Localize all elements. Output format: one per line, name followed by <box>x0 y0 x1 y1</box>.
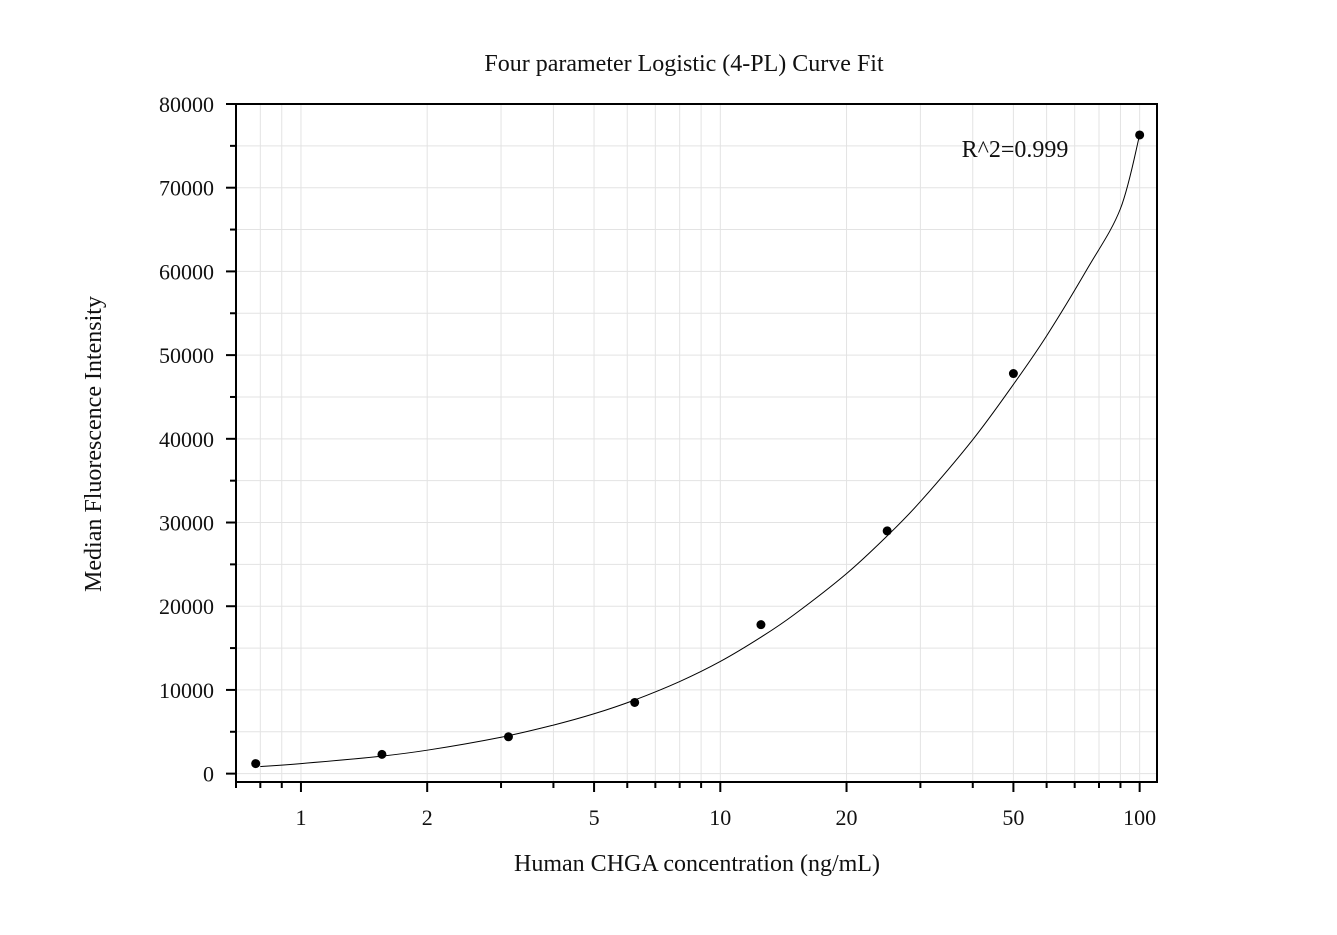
points-layer <box>251 130 1145 769</box>
x-tick-label: 100 <box>1123 805 1156 830</box>
data-point <box>251 759 261 769</box>
y-axis-label: Median Fluorescence Intensity <box>81 296 107 592</box>
y-tick-label: 0 <box>203 762 214 787</box>
y-tick-label: 70000 <box>159 176 214 201</box>
fit-curve <box>260 134 1141 768</box>
chart-title: Four parameter Logistic (4-PL) Curve Fit <box>484 51 884 77</box>
x-tick-label: 20 <box>836 805 858 830</box>
r-squared-annotation: R^2=0.999 <box>962 137 1069 163</box>
y-tick-label: 40000 <box>159 427 214 452</box>
x-tick-label: 50 <box>1002 805 1024 830</box>
curve-layer <box>260 134 1141 768</box>
grid-layer <box>235 104 1157 782</box>
data-point <box>377 749 387 759</box>
x-tick-label: 1 <box>295 805 306 830</box>
plot-frame <box>235 103 1158 783</box>
data-point <box>882 526 892 536</box>
ticks-layer: 1 2 5 10 20 50 100 0 10000 20000 30000 40000 50000 60… <box>159 92 1156 830</box>
x-tick-label: 2 <box>422 805 433 830</box>
data-point <box>756 620 766 630</box>
y-tick-label: 80000 <box>159 92 214 117</box>
y-tick-label: 60000 <box>159 259 214 284</box>
x-axis-label: Human CHGA concentration (ng/mL) <box>514 851 880 877</box>
data-point <box>1135 130 1145 140</box>
y-tick-label: 20000 <box>159 594 214 619</box>
data-point <box>503 732 513 742</box>
y-tick-label: 30000 <box>159 511 214 536</box>
x-tick-label: 5 <box>589 805 600 830</box>
y-tick-label: 10000 <box>159 678 214 703</box>
data-point <box>1008 369 1018 379</box>
data-point <box>630 697 640 707</box>
x-tick-label: 10 <box>709 805 731 830</box>
y-tick-label: 50000 <box>159 343 214 368</box>
